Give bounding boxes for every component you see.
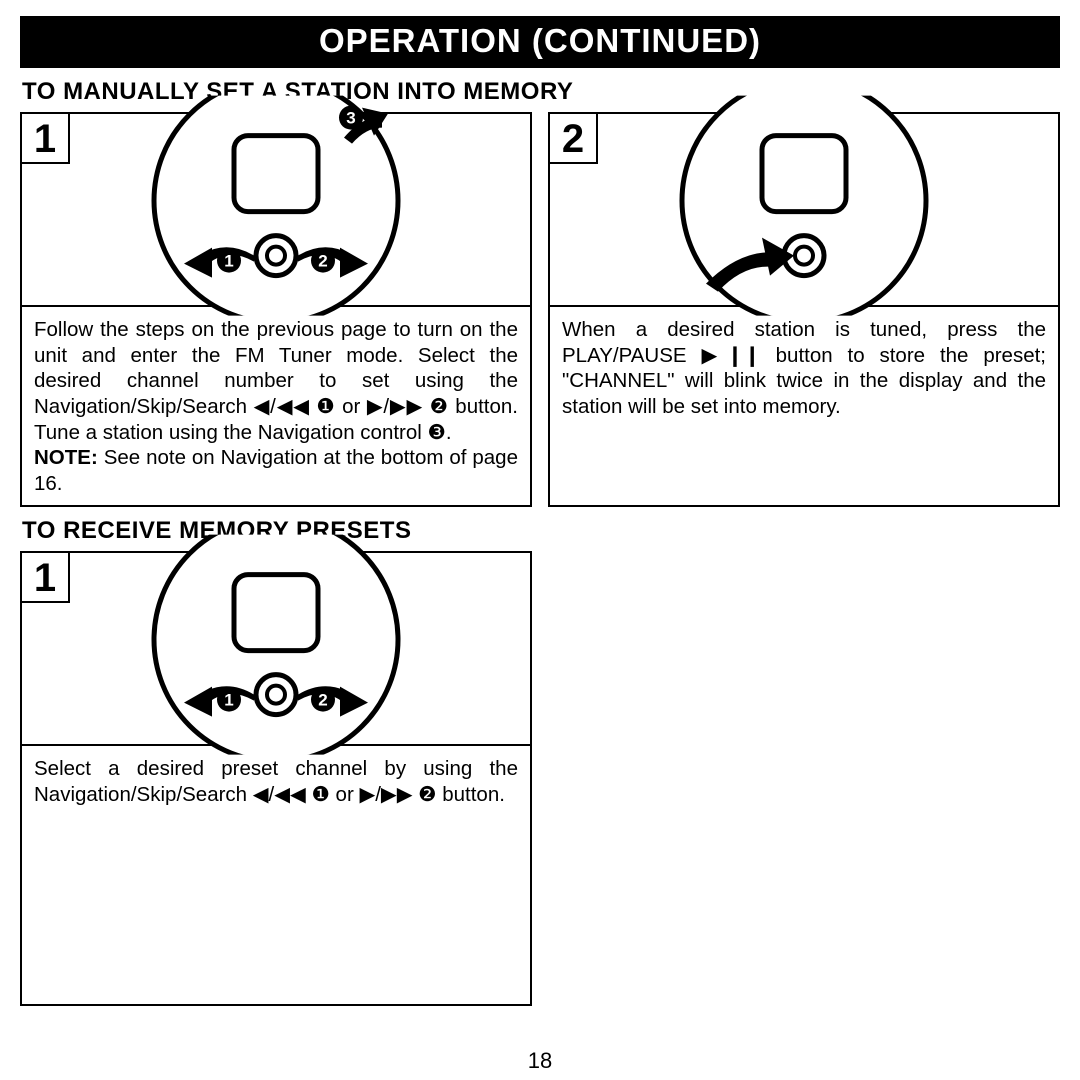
step-1-cell: 1 1 2 bbox=[20, 112, 532, 507]
step-1-body: Follow the steps on the previous page to… bbox=[34, 318, 518, 444]
step-3-diagram: 1 1 2 bbox=[20, 551, 532, 746]
step-2-cell: 2 When a desired station is tuned, press… bbox=[548, 112, 1060, 507]
step-1-diagram: 1 1 2 bbox=[20, 112, 532, 307]
step-3-cell: 1 1 2 Select a desired preset channel bbox=[20, 551, 532, 1006]
page-number: 18 bbox=[0, 1048, 1080, 1074]
step-3-body: Select a desired preset channel by using… bbox=[34, 757, 518, 806]
step-2-diagram: 2 bbox=[548, 112, 1060, 307]
device-diagram-2 bbox=[654, 95, 954, 315]
step-3-text: Select a desired preset channel by using… bbox=[20, 746, 532, 1006]
step-2-body: When a desired station is tuned, press t… bbox=[562, 318, 1046, 418]
device-diagram-3: 1 2 bbox=[126, 534, 426, 754]
note-label: NOTE: bbox=[34, 446, 98, 469]
step-3-number: 1 bbox=[22, 553, 70, 603]
svg-text:2: 2 bbox=[318, 251, 327, 270]
step-1-number: 1 bbox=[22, 114, 70, 164]
empty-cell bbox=[548, 551, 1060, 1006]
note-body: See note on Navigation at the bottom of … bbox=[34, 446, 518, 495]
svg-text:3: 3 bbox=[346, 108, 355, 127]
svg-text:1: 1 bbox=[224, 251, 233, 270]
section-1-row: 1 1 2 bbox=[20, 112, 1060, 507]
step-2-number: 2 bbox=[550, 114, 598, 164]
step-2-text: When a desired station is tuned, press t… bbox=[548, 307, 1060, 507]
svg-text:1: 1 bbox=[224, 690, 233, 709]
section-2-row: 1 1 2 Select a desired preset channel bbox=[20, 551, 1060, 1006]
device-diagram-1: 1 2 3 bbox=[126, 95, 426, 315]
page-header: OPERATION (CONTINUED) bbox=[20, 16, 1060, 68]
step-1-text: Follow the steps on the previous page to… bbox=[20, 307, 532, 507]
svg-text:2: 2 bbox=[318, 690, 327, 709]
